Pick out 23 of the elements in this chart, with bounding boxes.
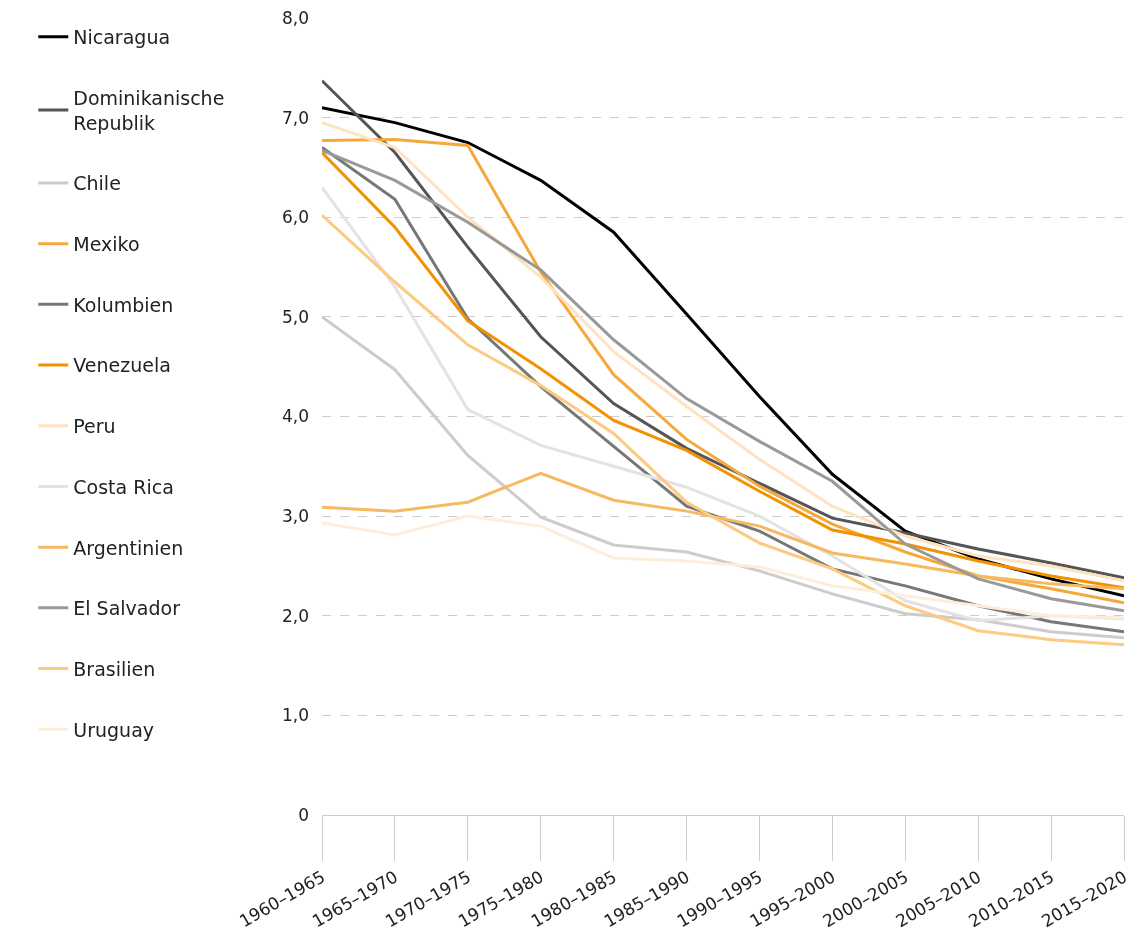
y-tick-label: 2,0 [281, 605, 309, 626]
legend-label: El Salvador [73, 597, 181, 620]
y-tick-label: 0 [298, 804, 309, 825]
y-tick-label: 8,0 [281, 7, 309, 28]
legend-label: Chile [73, 172, 121, 195]
line-series [322, 471, 1124, 591]
legend-label: Costa Rica [73, 475, 174, 498]
y-tick-label: 6,0 [281, 207, 309, 228]
y-tick-label: 3,0 [281, 506, 309, 527]
y-tick-label: 4,0 [281, 406, 309, 427]
y-tick-label: 7,0 [281, 107, 309, 128]
y-tick-label: 1,0 [281, 705, 309, 726]
legend-label: Uruguay [73, 718, 155, 741]
legend-label: Dominikanische Republik [73, 86, 225, 134]
legend-label: Kolumbien [73, 293, 174, 316]
line-series [322, 514, 1124, 620]
legend-label: Argentinien [73, 536, 184, 559]
legend-label: Nicaragua [73, 26, 171, 49]
legend-label: Peru [73, 415, 116, 438]
legend-label: Brasilien [73, 657, 156, 680]
y-tick-label: 5,0 [281, 306, 309, 327]
legend-label: Venezuela [73, 354, 171, 377]
legend-label: Mexiko [73, 233, 140, 256]
